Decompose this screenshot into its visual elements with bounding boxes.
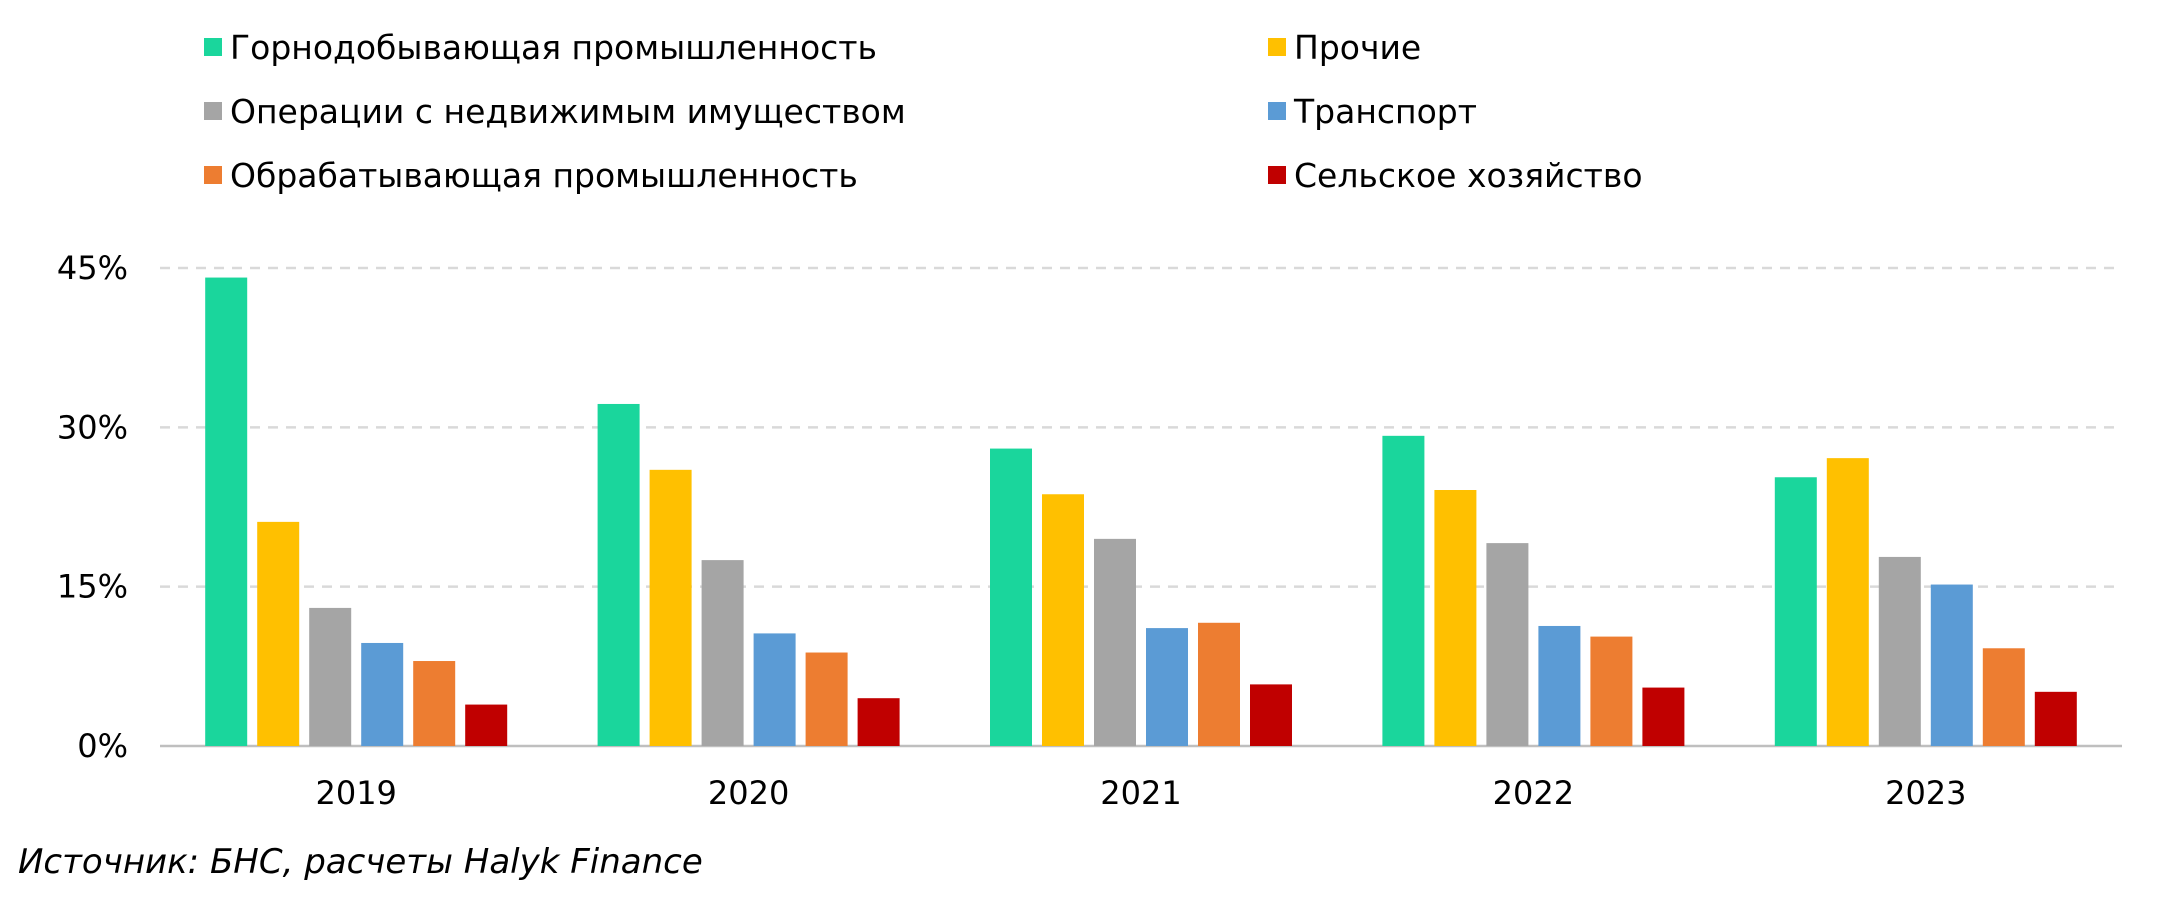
y-tick-label: 45% <box>57 249 128 287</box>
y-tick-label: 30% <box>57 408 128 446</box>
bar <box>309 607 352 746</box>
legend-swatch <box>204 38 222 56</box>
bar <box>805 652 848 746</box>
x-tick-label: 2021 <box>1100 774 1181 812</box>
legend-swatch <box>204 102 222 120</box>
legend-label: Обрабатывающая промышленность <box>230 156 858 195</box>
legend-label: Прочие <box>1294 28 1421 67</box>
bar <box>1382 435 1425 746</box>
bar <box>701 560 744 746</box>
bar <box>1982 648 2025 746</box>
legend-label: Сельское хозяйство <box>1294 156 1643 195</box>
bar <box>465 704 508 746</box>
bar <box>1042 494 1084 746</box>
legend-swatch <box>1268 102 1286 120</box>
bar <box>2034 691 2077 746</box>
bar <box>413 661 456 746</box>
legend-swatch <box>1268 38 1286 56</box>
bar <box>1642 687 1685 746</box>
bar <box>1878 556 1921 746</box>
legend-swatch <box>1268 166 1286 184</box>
bar <box>1434 490 1477 746</box>
y-tick-label: 15% <box>57 568 128 606</box>
bar <box>857 698 900 746</box>
bars <box>205 277 2077 746</box>
legend-label: Транспорт <box>1293 92 1477 131</box>
x-axis: 2019 2020 2021 2022 2023 <box>315 774 1966 812</box>
legend: Горнодобывающая промышленность Прочие Опер… <box>204 28 1643 195</box>
legend-label: Операции с недвижимым имуществом <box>230 92 906 131</box>
y-axis: 0% 15% 30% 45% <box>57 249 128 765</box>
x-tick-label: 2020 <box>708 774 789 812</box>
bar <box>1094 538 1136 746</box>
bar <box>597 403 640 746</box>
x-tick-label: 2022 <box>1493 774 1574 812</box>
bar <box>1198 622 1240 746</box>
bar <box>1826 458 1869 746</box>
bar <box>1774 477 1817 746</box>
bar <box>205 277 248 746</box>
bar <box>257 521 300 746</box>
bar <box>1486 543 1529 746</box>
bar <box>1590 636 1633 746</box>
bar <box>990 448 1032 746</box>
legend-label: Горнодобывающая промышленность <box>230 28 877 67</box>
bar <box>1250 684 1292 746</box>
bar <box>649 469 692 746</box>
bar <box>361 642 404 746</box>
bar <box>1930 584 1973 746</box>
bar <box>753 633 796 746</box>
y-tick-label: 0% <box>77 727 128 765</box>
x-tick-label: 2019 <box>315 774 396 812</box>
bar <box>1146 628 1188 746</box>
x-tick-label: 2023 <box>1885 774 1966 812</box>
legend-swatch <box>204 166 222 184</box>
source-note: Источник: БНС, расчеты Halyk Finance <box>18 842 703 882</box>
bar <box>1538 625 1581 746</box>
